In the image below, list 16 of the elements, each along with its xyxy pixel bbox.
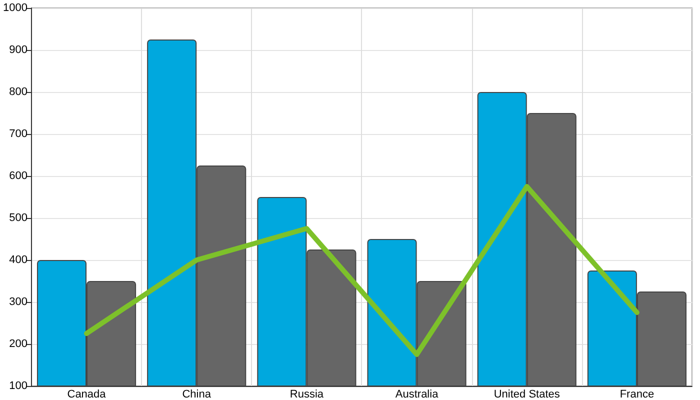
y-tick-label: 900 <box>9 44 28 56</box>
y-tick-label: 800 <box>9 86 28 98</box>
y-tick-label: 300 <box>9 296 28 308</box>
y-tick-label: 500 <box>9 212 28 224</box>
y-tick-label: 400 <box>9 254 28 266</box>
y-tick-label: 700 <box>9 128 28 140</box>
x-tick-label: Russia <box>290 388 324 400</box>
x-tick-label: China <box>182 388 212 400</box>
x-tick-label: Australia <box>395 388 440 400</box>
x-tick-label: United States <box>494 388 560 400</box>
y-tick-label: 200 <box>9 338 28 350</box>
y-tick-label: 600 <box>9 170 28 182</box>
x-tick-label: France <box>620 388 654 400</box>
y-tick-label: 100 <box>9 380 28 392</box>
y-tick-label: 1000 <box>2 2 28 14</box>
x-tick-label: Canada <box>67 388 107 400</box>
